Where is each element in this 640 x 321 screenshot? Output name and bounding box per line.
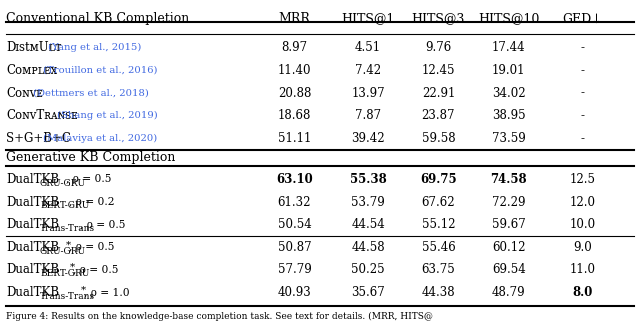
- Text: 55.46: 55.46: [422, 241, 455, 254]
- Text: Figure 4: Results on the knowledge-base completion task. See text for details. (: Figure 4: Results on the knowledge-base …: [6, 312, 433, 321]
- Text: (Yang et al., 2015): (Yang et al., 2015): [45, 43, 141, 52]
- Text: -: -: [580, 87, 584, 100]
- Text: HITS@1: HITS@1: [341, 13, 395, 25]
- Text: HITS@10: HITS@10: [478, 13, 540, 25]
- Text: 73.59: 73.59: [492, 132, 525, 145]
- Text: HITS@3: HITS@3: [412, 13, 465, 25]
- Text: DualTKB: DualTKB: [6, 264, 60, 276]
- Text: 48.79: 48.79: [492, 286, 525, 299]
- Text: 12.0: 12.0: [570, 195, 595, 209]
- Text: , ρ = 0.5: , ρ = 0.5: [66, 174, 111, 185]
- Text: 18.68: 18.68: [278, 109, 311, 122]
- Text: 61.32: 61.32: [278, 195, 311, 209]
- Text: -: -: [580, 64, 584, 77]
- Text: 12.5: 12.5: [570, 173, 595, 186]
- Text: S+G+B+C: S+G+B+C: [6, 132, 71, 145]
- Text: Conventional KB Completion: Conventional KB Completion: [6, 13, 189, 25]
- Text: 11.0: 11.0: [570, 264, 595, 276]
- Text: 50.25: 50.25: [351, 264, 385, 276]
- Text: 51.11: 51.11: [278, 132, 311, 145]
- Text: DualTKB: DualTKB: [6, 218, 60, 231]
- Text: 50.87: 50.87: [278, 241, 311, 254]
- Text: 11.40: 11.40: [278, 64, 311, 77]
- Text: DualTKB: DualTKB: [6, 195, 60, 209]
- Text: 34.02: 34.02: [492, 87, 525, 100]
- Text: Trans-Trans: Trans-Trans: [40, 224, 95, 233]
- Text: 7.87: 7.87: [355, 109, 381, 122]
- Text: 4.51: 4.51: [355, 41, 381, 54]
- Text: , ρ = 0.5: , ρ = 0.5: [81, 220, 126, 230]
- Text: 69.75: 69.75: [420, 173, 457, 186]
- Text: Generative KB Completion: Generative KB Completion: [6, 151, 176, 164]
- Text: 17.44: 17.44: [492, 41, 525, 54]
- Text: DualTKB: DualTKB: [6, 173, 60, 186]
- Text: 44.38: 44.38: [422, 286, 455, 299]
- Text: 22.91: 22.91: [422, 87, 455, 100]
- Text: 50.54: 50.54: [278, 218, 311, 231]
- Text: 44.58: 44.58: [351, 241, 385, 254]
- Text: Trans-Trans: Trans-Trans: [40, 292, 95, 301]
- Text: 63.75: 63.75: [422, 264, 455, 276]
- Text: *: *: [69, 263, 74, 272]
- Text: 40.93: 40.93: [278, 286, 311, 299]
- Text: GRU-GRU: GRU-GRU: [40, 179, 86, 188]
- Text: , ρ = 0.2: , ρ = 0.2: [69, 197, 115, 207]
- Text: (Dettmers et al., 2018): (Dettmers et al., 2018): [31, 89, 149, 98]
- Text: DualTKB: DualTKB: [6, 286, 60, 299]
- Text: Cᴏᴍᴘʟᴇx: Cᴏᴍᴘʟᴇx: [6, 64, 58, 77]
- Text: *: *: [81, 286, 86, 295]
- Text: -: -: [580, 132, 584, 145]
- Text: 7.42: 7.42: [355, 64, 381, 77]
- Text: 8.97: 8.97: [282, 41, 307, 54]
- Text: 9.0: 9.0: [573, 241, 592, 254]
- Text: , ρ = 0.5: , ρ = 0.5: [73, 265, 118, 275]
- Text: , ρ = 0.5: , ρ = 0.5: [69, 242, 115, 252]
- Text: 53.79: 53.79: [351, 195, 385, 209]
- Text: 19.01: 19.01: [492, 64, 525, 77]
- Text: (Shang et al., 2019): (Shang et al., 2019): [54, 111, 158, 120]
- Text: *: *: [66, 240, 71, 249]
- Text: 55.12: 55.12: [422, 218, 455, 231]
- Text: 55.38: 55.38: [349, 173, 387, 186]
- Text: DɪstᴍUʟᴛ: DɪstᴍUʟᴛ: [6, 41, 62, 54]
- Text: 63.10: 63.10: [276, 173, 313, 186]
- Text: Cᴏɴᴠᴇ: Cᴏɴᴠᴇ: [6, 87, 43, 100]
- Text: 12.45: 12.45: [422, 64, 455, 77]
- Text: 60.12: 60.12: [492, 241, 525, 254]
- Text: 59.58: 59.58: [422, 132, 455, 145]
- Text: GRU-GRU: GRU-GRU: [40, 247, 86, 256]
- Text: 59.67: 59.67: [492, 218, 525, 231]
- Text: 8.0: 8.0: [572, 286, 593, 299]
- Text: -: -: [580, 109, 584, 122]
- Text: 57.79: 57.79: [278, 264, 311, 276]
- Text: 44.54: 44.54: [351, 218, 385, 231]
- Text: 10.0: 10.0: [570, 218, 595, 231]
- Text: 67.62: 67.62: [422, 195, 455, 209]
- Text: 72.29: 72.29: [492, 195, 525, 209]
- Text: BERT-GRU: BERT-GRU: [40, 201, 90, 210]
- Text: DualTKB: DualTKB: [6, 241, 60, 254]
- Text: 35.67: 35.67: [351, 286, 385, 299]
- Text: 23.87: 23.87: [422, 109, 455, 122]
- Text: 38.95: 38.95: [492, 109, 525, 122]
- Text: GED↓: GED↓: [563, 13, 602, 25]
- Text: , ρ = 1.0: , ρ = 1.0: [84, 288, 130, 298]
- Text: 20.88: 20.88: [278, 87, 311, 100]
- Text: 13.97: 13.97: [351, 87, 385, 100]
- Text: BERT-GRU: BERT-GRU: [40, 269, 90, 278]
- Text: (Trouillon et al., 2016): (Trouillon et al., 2016): [40, 66, 157, 75]
- Text: -: -: [580, 41, 584, 54]
- Text: 39.42: 39.42: [351, 132, 385, 145]
- Text: 9.76: 9.76: [425, 41, 452, 54]
- Text: CᴏɴᴠTʀᴀɴsᴇ: CᴏɴᴠTʀᴀɴsᴇ: [6, 109, 78, 122]
- Text: 74.58: 74.58: [490, 173, 527, 186]
- Text: (Malaviya et al., 2020): (Malaviya et al., 2020): [40, 134, 157, 143]
- Text: MRR: MRR: [278, 13, 310, 25]
- Text: 69.54: 69.54: [492, 264, 525, 276]
